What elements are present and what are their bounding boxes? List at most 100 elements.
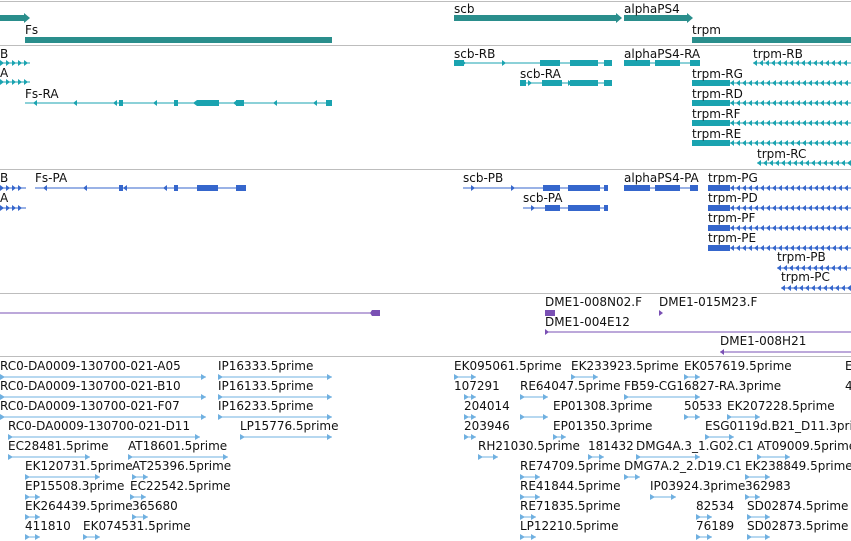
protein-trpm-pe-chevron[interactable]: [826, 245, 830, 251]
protein-trpm-pg-exon[interactable]: [708, 185, 730, 191]
est-arrow[interactable]: [520, 414, 525, 420]
est-label[interactable]: RC0-DA0009-130700-021-A05: [0, 359, 181, 373]
transcript-B-chevron[interactable]: [24, 60, 28, 66]
transcript-label[interactable]: trpm-RB: [753, 47, 803, 61]
est-arrow[interactable]: [464, 394, 469, 400]
transcript-trpm-rg-chevron[interactable]: [844, 80, 848, 86]
gene-bar[interactable]: [624, 13, 693, 23]
est-arrow[interactable]: [130, 494, 135, 500]
est-arrow[interactable]: [143, 514, 148, 520]
protein-trpm-pb-chevron[interactable]: [843, 265, 847, 271]
protein-scb-pa-exon[interactable]: [545, 205, 560, 211]
protein-trpm-pd-chevron[interactable]: [766, 205, 770, 211]
est-label[interactable]: DMG7A.2_2.D19.C1: [624, 459, 742, 473]
transcript-trpm-re-chevron[interactable]: [814, 140, 818, 146]
transcript-scb-rb-chevron[interactable]: [502, 60, 506, 66]
transcript-label[interactable]: trpm-RE: [692, 127, 742, 141]
protein-fs-pa-exon[interactable]: [119, 185, 123, 191]
protein-trpm-pe-exon[interactable]: [708, 245, 730, 251]
protein-label[interactable]: Fs-PA: [35, 171, 68, 185]
transcript-A-chevron[interactable]: [6, 79, 10, 85]
transcript-fs-ra-chevron[interactable]: [233, 100, 237, 106]
protein-trpm-pd-chevron[interactable]: [790, 205, 794, 211]
transcript-fs-ra-chevron[interactable]: [153, 100, 157, 106]
protein-alphaps4-pa-exon[interactable]: [624, 185, 650, 191]
est-arrow[interactable]: [747, 514, 752, 520]
est-arrow[interactable]: [35, 514, 40, 520]
protein-trpm-pe-chevron[interactable]: [730, 245, 734, 251]
transcript-trpm-rg-chevron[interactable]: [742, 80, 746, 86]
est-arrow[interactable]: [493, 454, 498, 460]
transcript-trpm-re-chevron[interactable]: [748, 140, 752, 146]
transcript-trpm-rg-chevron[interactable]: [796, 80, 800, 86]
transcript-trpm-rb-chevron[interactable]: [765, 60, 769, 66]
transcript-trpm-rf-chevron[interactable]: [832, 120, 836, 126]
protein-trpm-pg-chevron[interactable]: [784, 185, 788, 191]
protein-alphaps4-pa-exon[interactable]: [690, 185, 698, 191]
est-label[interactable]: EK057619.5prime: [684, 359, 792, 373]
transcript-scb-rb-chevron[interactable]: [462, 60, 466, 66]
protein-trpm-pg-chevron[interactable]: [772, 185, 776, 191]
protein-trpm-pf-chevron[interactable]: [736, 225, 740, 231]
est-label[interactable]: EK264439.5prime: [25, 499, 133, 513]
protein-trpm-pg-chevron[interactable]: [814, 185, 818, 191]
protein-trpm-pf-chevron[interactable]: [838, 225, 842, 231]
clone-label[interactable]: DME1-015M23.F: [659, 295, 758, 309]
transcript-fs-ra-chevron[interactable]: [73, 100, 77, 106]
transcript-trpm-re-chevron[interactable]: [844, 140, 848, 146]
protein-trpm-pb-chevron[interactable]: [825, 265, 829, 271]
protein-trpm-pc-chevron[interactable]: [811, 285, 815, 291]
transcript-trpm-rg-chevron[interactable]: [814, 80, 818, 86]
transcript-fs-ra-chevron[interactable]: [273, 100, 277, 106]
transcript-scb-ra-chevron[interactable]: [528, 80, 532, 86]
transcript-trpm-rc-chevron[interactable]: [799, 160, 803, 166]
protein-trpm-pe-chevron[interactable]: [796, 245, 800, 251]
est-arrow[interactable]: [478, 454, 483, 460]
est-arrow[interactable]: [132, 474, 137, 480]
transcript-fs-ra-chevron[interactable]: [113, 100, 117, 106]
protein-trpm-pf-chevron[interactable]: [820, 225, 824, 231]
protein-trpm-pb-chevron[interactable]: [783, 265, 787, 271]
protein-trpm-pg-chevron[interactable]: [748, 185, 752, 191]
transcript-trpm-re-chevron[interactable]: [832, 140, 836, 146]
protein-trpm-pb-chevron[interactable]: [795, 265, 799, 271]
est-arrow[interactable]: [25, 514, 30, 520]
transcript-trpm-rf-chevron[interactable]: [772, 120, 776, 126]
transcript-label[interactable]: A: [0, 66, 9, 80]
transcript-trpm-re-chevron[interactable]: [766, 140, 770, 146]
est-arrow[interactable]: [0, 414, 5, 420]
est-arrow[interactable]: [95, 534, 100, 540]
protein-trpm-pe-chevron[interactable]: [832, 245, 836, 251]
est-label[interactable]: AT18601.5prime: [128, 439, 228, 453]
est-arrow[interactable]: [785, 454, 790, 460]
est-arrow[interactable]: [201, 414, 206, 420]
est-label[interactable]: DMG4A.3_1.G02.C1: [636, 439, 754, 453]
est-arrow[interactable]: [520, 534, 525, 540]
transcript-trpm-rg-chevron[interactable]: [778, 80, 782, 86]
transcript-alphaps4-ra-exon[interactable]: [624, 60, 650, 66]
transcript-trpm-rg-chevron[interactable]: [820, 80, 824, 86]
est-label[interactable]: EK120731.5prime: [25, 459, 133, 473]
transcript-trpm-rd-chevron[interactable]: [844, 100, 848, 106]
transcript-trpm-rg-chevron[interactable]: [730, 80, 734, 86]
protein-trpm-pf-chevron[interactable]: [772, 225, 776, 231]
est-arrow[interactable]: [599, 454, 604, 460]
protein-fs-pa-exon[interactable]: [236, 185, 246, 191]
protein-label[interactable]: B: [0, 171, 9, 185]
est-arrow[interactable]: [593, 374, 598, 380]
protein-B-chevron[interactable]: [6, 185, 10, 191]
transcript-label[interactable]: trpm-RD: [692, 87, 743, 101]
gene-bar[interactable]: [692, 37, 851, 43]
est-arrow[interactable]: [218, 414, 223, 420]
transcript-scb-ra-exon[interactable]: [570, 80, 598, 86]
protein-trpm-pf-exon[interactable]: [708, 225, 730, 231]
transcript-trpm-rg-chevron[interactable]: [832, 80, 836, 86]
protein-trpm-pf-chevron[interactable]: [778, 225, 782, 231]
transcript-alphaps4-ra-exon[interactable]: [690, 60, 700, 66]
transcript-trpm-re-chevron[interactable]: [790, 140, 794, 146]
est-arrow[interactable]: [520, 494, 525, 500]
est-arrow[interactable]: [671, 494, 676, 500]
est-arrow[interactable]: [95, 474, 100, 480]
transcript-B-chevron[interactable]: [18, 60, 22, 66]
protein-trpm-pb-chevron[interactable]: [777, 265, 781, 271]
